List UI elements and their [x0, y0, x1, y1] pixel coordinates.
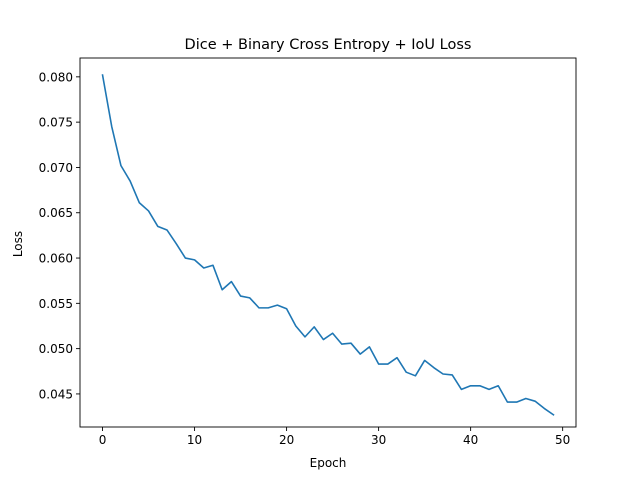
chart-title: Dice + Binary Cross Entropy + IoU Loss	[185, 37, 472, 53]
x-axis-label: Epoch	[310, 456, 347, 470]
plot-frame	[79, 57, 577, 428]
x-tick-label: 20	[279, 433, 294, 447]
y-axis-label: Loss	[11, 231, 25, 257]
y-tick-label: 0.070	[39, 161, 73, 175]
x-tick-label: 10	[187, 433, 202, 447]
y-tick-label: 0.060	[39, 252, 73, 266]
loss-series-line	[101, 74, 555, 416]
x-tick-label: 30	[371, 433, 386, 447]
y-tick-label: 0.045	[39, 387, 73, 401]
plot-area: 0 10 20 30 40 50 0.045 0.050 0.055 0.060 0.065 0.07…	[39, 57, 577, 447]
y-tick-label: 0.075	[39, 116, 73, 130]
x-tick-label: 0	[99, 433, 107, 447]
x-tick-label: 40	[463, 433, 478, 447]
y-tick-label: 0.080	[39, 70, 73, 84]
x-tick-label: 50	[555, 433, 570, 447]
y-tick-label: 0.050	[39, 342, 73, 356]
y-tick-label: 0.055	[39, 297, 73, 311]
y-tick-label: 0.065	[39, 206, 73, 220]
